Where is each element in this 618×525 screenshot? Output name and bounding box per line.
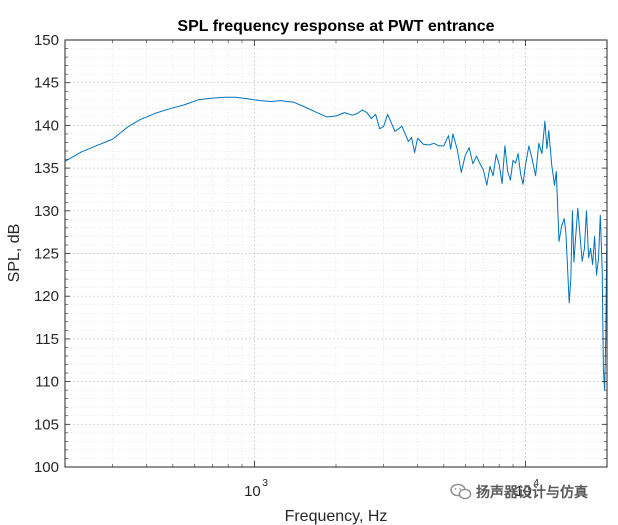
y-tick-label: 105 <box>34 416 59 433</box>
y-tick-label: 145 <box>34 75 59 92</box>
y-tick-label: 120 <box>34 288 59 305</box>
y-tick-label: 135 <box>34 160 59 177</box>
series-line-spl <box>64 96 608 391</box>
watermark: 扬声器设计与仿真 <box>450 483 588 501</box>
y-tick-label: 110 <box>35 374 59 391</box>
chart-title: SPL frequency response at PWT entrance <box>177 18 494 35</box>
y-tick-label: 115 <box>35 331 59 348</box>
tick-marks <box>65 39 607 468</box>
wechat-icon <box>450 483 472 500</box>
y-axis-label: SPL, dB <box>6 224 23 283</box>
y-tick-labels: 100 105 110 115 120 125 130 135 140 145 150 <box>34 32 59 476</box>
x-tick-label-exponent: 3 <box>262 478 268 489</box>
major-grid <box>65 40 607 467</box>
x-axis-label: Frequency, Hz <box>285 508 388 525</box>
x-tick-label: 10 <box>244 483 261 500</box>
series-layer <box>64 96 608 391</box>
x-tick-labels: 10 3 10 4 <box>244 478 539 500</box>
y-tick-label: 150 <box>34 32 59 49</box>
y-tick-label: 130 <box>34 203 59 220</box>
y-tick-label: 140 <box>34 117 59 134</box>
watermark-text: 扬声器设计与仿真 <box>476 484 588 501</box>
x-tick-label-exponent: 4 <box>533 478 539 489</box>
y-tick-label: 125 <box>34 246 59 263</box>
y-tick-label: 100 <box>34 459 59 476</box>
x-tick-label: 10 <box>515 483 532 500</box>
